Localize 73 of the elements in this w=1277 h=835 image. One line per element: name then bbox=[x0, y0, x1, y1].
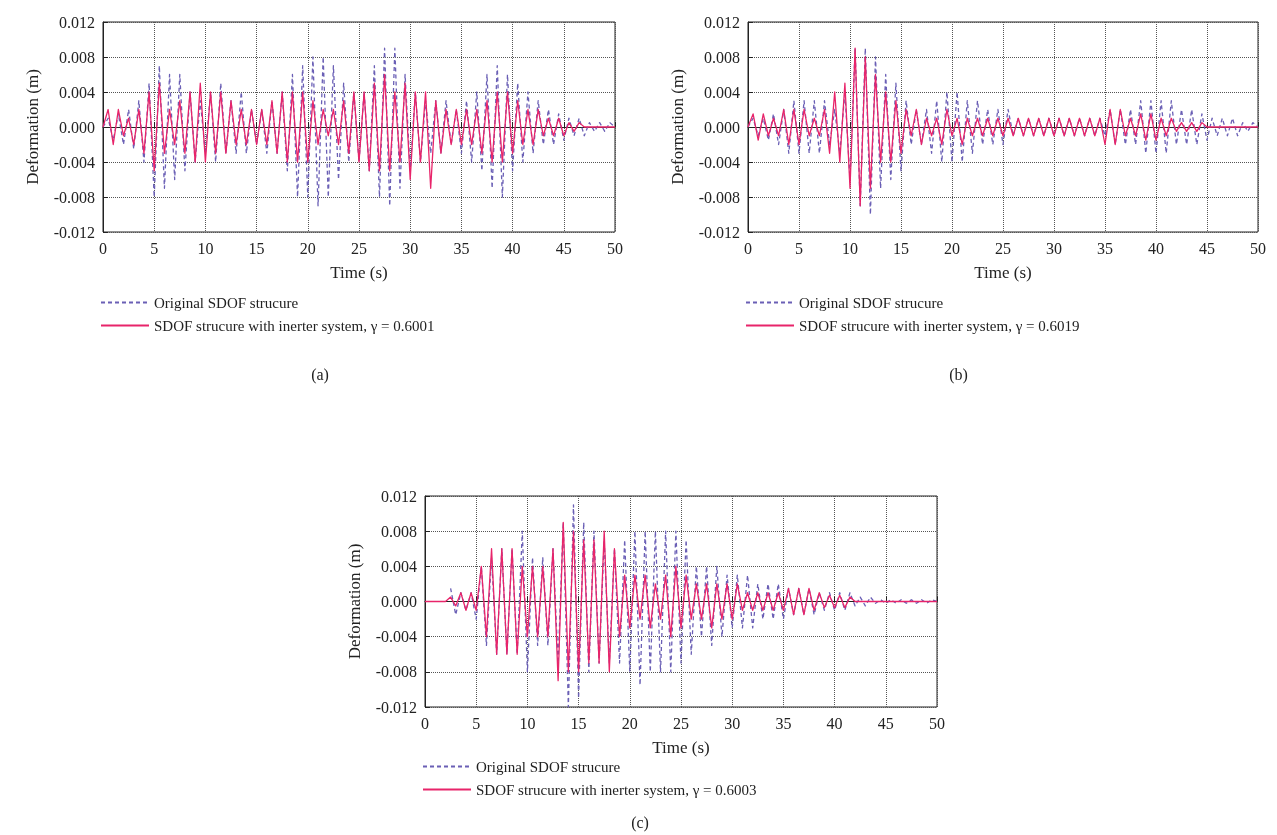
x-tick-label: 5 bbox=[150, 239, 159, 257]
x-tick-label: 30 bbox=[1046, 239, 1062, 257]
line-series bbox=[424, 521, 938, 682]
y-tick-label: -0.008 bbox=[53, 188, 95, 206]
y-tick-label: -0.012 bbox=[53, 223, 95, 241]
y-tick-label: 0.012 bbox=[381, 487, 417, 505]
y-tick-label: -0.012 bbox=[698, 223, 740, 241]
x-tick-label: 0 bbox=[744, 239, 752, 257]
x-tick-label: 35 bbox=[453, 239, 470, 257]
y-axis-title: Deformation (m) bbox=[668, 69, 687, 185]
y-tick-label: -0.004 bbox=[698, 153, 740, 171]
x-tick-label: 50 bbox=[1250, 239, 1266, 257]
x-tick-label: 0 bbox=[421, 714, 429, 732]
y-tick-label: 0.008 bbox=[704, 48, 740, 66]
line-series bbox=[102, 73, 616, 189]
y-tick-label: 0.012 bbox=[704, 13, 740, 31]
x-tick-label: 25 bbox=[995, 239, 1011, 257]
y-axis-title: Deformation (m) bbox=[23, 69, 42, 185]
x-tick-label: 0 bbox=[99, 239, 107, 257]
y-tick-label: -0.008 bbox=[698, 188, 740, 206]
legend-label: SDOF strucure with inerter system, γ = 0.6003 bbox=[476, 781, 757, 798]
line-series bbox=[449, 504, 938, 708]
x-tick-label: 50 bbox=[929, 714, 945, 732]
x-tick-label: 45 bbox=[555, 239, 572, 257]
y-tick-label: 0.008 bbox=[381, 522, 417, 540]
text: (a) bbox=[311, 365, 329, 384]
x-axis-title: Time (s) bbox=[652, 738, 710, 757]
text: (c) bbox=[631, 813, 649, 832]
x-tick-label: 10 bbox=[519, 714, 536, 732]
y-tick-label: 0.004 bbox=[381, 557, 417, 575]
text: (b) bbox=[949, 365, 968, 384]
x-tick-label: 25 bbox=[351, 239, 367, 257]
legend-label: SDOF strucure with inerter system, γ = 0.6001 bbox=[154, 317, 435, 334]
x-tick-label: 10 bbox=[197, 239, 214, 257]
x-tick-label: 20 bbox=[944, 239, 960, 257]
y-tick-label: -0.004 bbox=[375, 628, 417, 646]
x-tick-label: 25 bbox=[673, 714, 689, 732]
x-tick-label: 40 bbox=[504, 239, 521, 257]
x-tick-label: 45 bbox=[877, 714, 894, 732]
x-tick-label: 35 bbox=[775, 714, 792, 732]
y-tick-label: -0.004 bbox=[53, 153, 95, 171]
y-tick-label: -0.008 bbox=[375, 663, 417, 681]
x-tick-label: 5 bbox=[472, 714, 481, 732]
y-tick-label: 0.000 bbox=[381, 593, 417, 610]
legend-label: SDOF strucure with inerter system, γ = 0.6019 bbox=[799, 317, 1080, 334]
y-tick-label: 0.000 bbox=[59, 118, 95, 136]
y-tick-label: 0.000 bbox=[704, 118, 740, 136]
x-axis-title: Time (s) bbox=[974, 263, 1032, 282]
legend-label: Original SDOF strucure bbox=[154, 294, 299, 311]
x-tick-label: 5 bbox=[795, 239, 803, 257]
x-tick-label: 20 bbox=[621, 714, 638, 732]
x-tick-label: 50 bbox=[607, 239, 623, 257]
legend-label: Original SDOF strucure bbox=[476, 758, 621, 775]
y-tick-label: 0.004 bbox=[59, 83, 95, 101]
y-tick-label: 0.012 bbox=[59, 13, 95, 31]
x-tick-label: 20 bbox=[299, 239, 316, 257]
legend-label: Original SDOF strucure bbox=[799, 294, 944, 311]
y-tick-label: 0.004 bbox=[704, 83, 740, 101]
x-tick-label: 15 bbox=[570, 714, 587, 732]
y-tick-label: 0.008 bbox=[59, 48, 95, 66]
x-tick-label: 10 bbox=[842, 239, 858, 257]
line-series bbox=[102, 47, 616, 207]
x-tick-label: 45 bbox=[1199, 239, 1215, 257]
x-tick-label: 40 bbox=[826, 714, 843, 732]
x-tick-label: 30 bbox=[724, 714, 741, 732]
y-tick-label: -0.012 bbox=[375, 698, 417, 716]
x-tick-label: 15 bbox=[893, 239, 909, 257]
x-tick-label: 40 bbox=[1148, 239, 1164, 257]
x-tick-label: 15 bbox=[248, 239, 265, 257]
y-axis-title: Deformation (m) bbox=[345, 543, 364, 660]
x-tick-label: 35 bbox=[1097, 239, 1113, 257]
x-axis-title: Time (s) bbox=[330, 263, 388, 282]
x-tick-label: 30 bbox=[402, 239, 419, 257]
